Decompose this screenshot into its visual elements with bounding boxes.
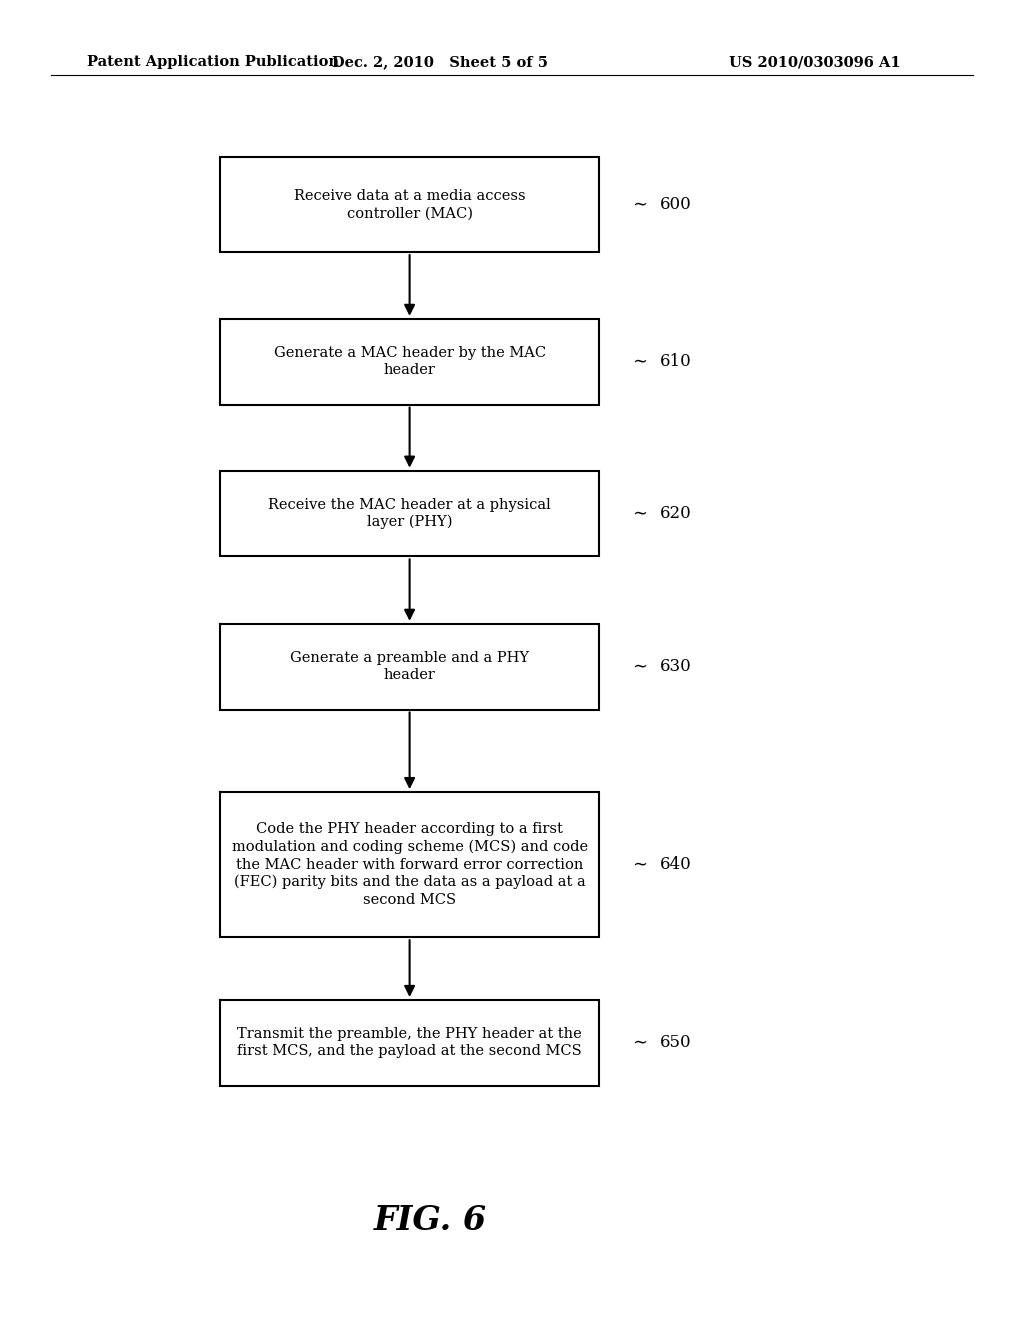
Text: ∼: ∼ xyxy=(633,195,647,214)
Text: 650: 650 xyxy=(660,1035,691,1051)
Text: Code the PHY header according to a first
modulation and coding scheme (MCS) and : Code the PHY header according to a first… xyxy=(231,822,588,907)
Text: Dec. 2, 2010   Sheet 5 of 5: Dec. 2, 2010 Sheet 5 of 5 xyxy=(333,55,548,69)
Text: FIG. 6: FIG. 6 xyxy=(374,1204,486,1238)
Text: 620: 620 xyxy=(659,506,692,521)
Text: 630: 630 xyxy=(659,659,692,675)
Text: 640: 640 xyxy=(659,857,692,873)
Text: Generate a MAC header by the MAC
header: Generate a MAC header by the MAC header xyxy=(273,346,546,378)
Text: ∼: ∼ xyxy=(633,657,647,676)
FancyBboxPatch shape xyxy=(220,1001,599,1085)
FancyBboxPatch shape xyxy=(220,319,599,404)
Text: ∼: ∼ xyxy=(633,352,647,371)
Text: Generate a preamble and a PHY
header: Generate a preamble and a PHY header xyxy=(290,651,529,682)
Text: Patent Application Publication: Patent Application Publication xyxy=(87,55,339,69)
Text: Receive the MAC header at a physical
layer (PHY): Receive the MAC header at a physical lay… xyxy=(268,498,551,529)
Text: ∼: ∼ xyxy=(633,504,647,523)
Text: ∼: ∼ xyxy=(633,1034,647,1052)
Text: US 2010/0303096 A1: US 2010/0303096 A1 xyxy=(729,55,901,69)
FancyBboxPatch shape xyxy=(220,157,599,252)
Text: 600: 600 xyxy=(659,197,692,213)
FancyBboxPatch shape xyxy=(220,471,599,557)
FancyBboxPatch shape xyxy=(220,792,599,937)
Text: Transmit the preamble, the PHY header at the
first MCS, and the payload at the s: Transmit the preamble, the PHY header at… xyxy=(238,1027,582,1059)
FancyBboxPatch shape xyxy=(220,623,599,710)
Text: 610: 610 xyxy=(659,354,692,370)
Text: Receive data at a media access
controller (MAC): Receive data at a media access controlle… xyxy=(294,189,525,220)
Text: ∼: ∼ xyxy=(633,855,647,874)
